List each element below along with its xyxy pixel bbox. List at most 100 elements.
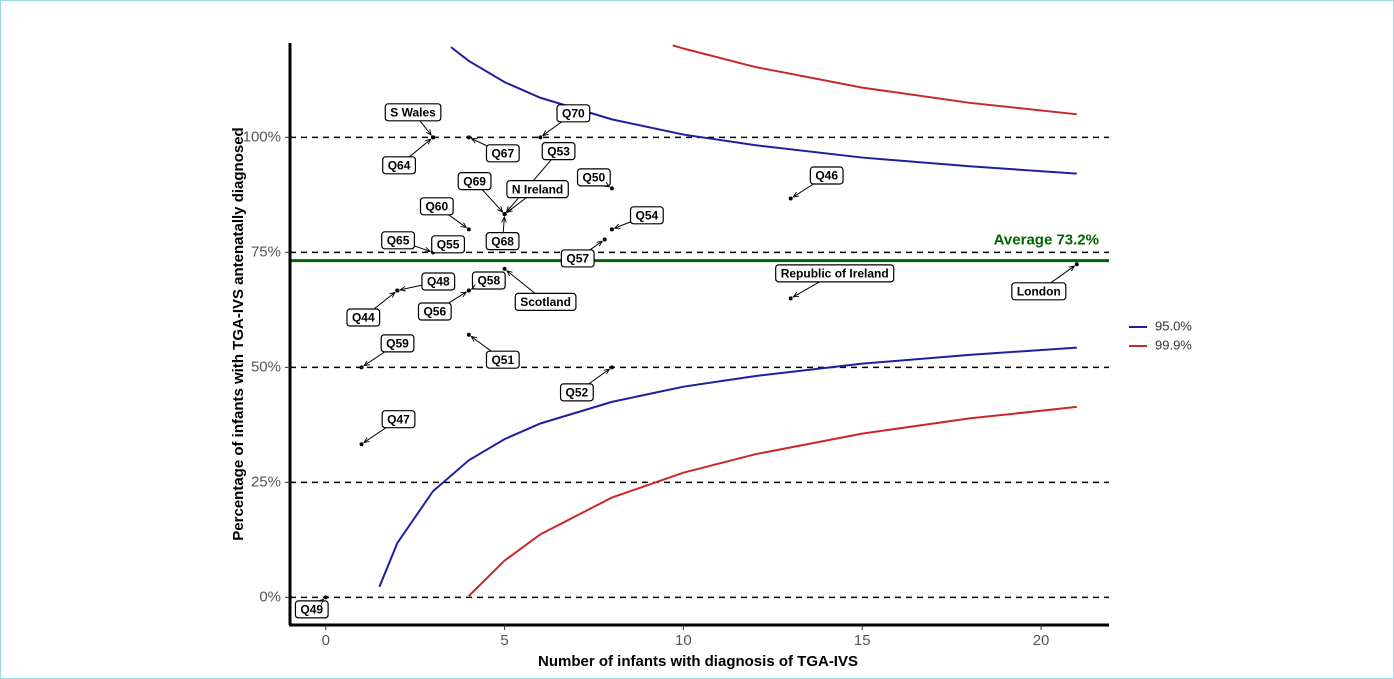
data-point: [466, 227, 471, 232]
data-point: [466, 135, 471, 140]
y-tick-label: 75%: [251, 243, 281, 260]
point-label: Q56: [423, 305, 446, 319]
label-arrow: [414, 245, 430, 251]
label-box: [485, 144, 520, 163]
point-label: Q52: [566, 386, 589, 400]
label-box: [346, 308, 381, 327]
point-label: Q59: [386, 337, 409, 351]
point-label: Q47: [387, 412, 410, 426]
label-arrow: [615, 221, 631, 228]
label-arrow: [419, 120, 431, 135]
label-box: [629, 206, 664, 225]
label-box: [381, 410, 416, 429]
label-box: [419, 197, 454, 216]
point-label: Q68: [491, 234, 514, 248]
point-label: Q51: [491, 353, 514, 367]
data-point: [788, 196, 793, 201]
label-arrow: [373, 292, 395, 310]
average-label: Average 73.2%: [994, 232, 1099, 249]
data-point: [1074, 262, 1079, 267]
funnel-line: [672, 44, 1077, 116]
label-arrow: [364, 427, 387, 443]
point-label: Q65: [387, 234, 410, 248]
data-point: [466, 332, 471, 337]
y-tick-label: 50%: [251, 358, 281, 375]
data-point: [359, 365, 364, 370]
label-arrow: [589, 241, 602, 251]
label-box: [471, 271, 506, 290]
label-box: [485, 350, 520, 369]
label-box: [514, 292, 577, 311]
point-label: London: [1017, 284, 1061, 298]
label-box: [506, 180, 569, 199]
funnel-line: [450, 46, 1077, 175]
funnel-line: [378, 346, 1077, 588]
label-box: [417, 302, 452, 321]
label-arrow: [364, 351, 386, 366]
label-arrow: [448, 292, 467, 304]
point-label: N Ireland: [512, 182, 563, 196]
data-point: [466, 288, 471, 293]
data-point: [609, 186, 614, 191]
point-label: Q67: [491, 146, 514, 160]
label-box: [809, 166, 844, 185]
label-arrow: [793, 281, 820, 297]
label-box: [560, 249, 595, 268]
label-box: [294, 600, 329, 619]
x-tick-label: 20: [1033, 632, 1050, 649]
data-point: [431, 135, 436, 140]
label-box: [382, 156, 417, 175]
label-box: [485, 232, 520, 251]
data-point: [502, 266, 507, 271]
point-label: Q69: [463, 174, 486, 188]
x-axis-title: Number of infants with diagnosis of TGA-…: [538, 653, 858, 670]
data-point: [395, 288, 400, 293]
data-point: [609, 227, 614, 232]
label-box: [457, 172, 492, 191]
point-label: Republic of Ireland: [781, 267, 889, 281]
point-label: Q53: [547, 144, 570, 158]
point-label: Q64: [388, 158, 411, 172]
y-tick-label: 0%: [259, 588, 281, 605]
label-arrow: [543, 121, 562, 136]
label-box: [431, 235, 466, 254]
data-point: [788, 296, 793, 301]
x-tick-label: 15: [854, 632, 871, 649]
legend-label: 99.9%: [1155, 337, 1192, 352]
x-tick-label: 5: [500, 632, 508, 649]
label-arrow: [400, 284, 423, 290]
data-point: [602, 237, 607, 242]
point-label: Q54: [636, 209, 659, 223]
point-label: S Wales: [390, 105, 436, 119]
y-tick-label: 25%: [251, 473, 281, 490]
label-box: [380, 334, 415, 353]
label-arrow: [322, 599, 324, 601]
label-box: [576, 168, 611, 187]
label-arrow: [507, 271, 536, 294]
y-axis-title: Percentage of infants with TGA-IVS anten…: [230, 127, 247, 540]
data-point: [359, 442, 364, 447]
legend-label: 95.0%: [1155, 318, 1192, 333]
label-box: [559, 383, 594, 402]
data-point: [609, 365, 614, 370]
label-box: [1011, 282, 1067, 301]
point-label: Q48: [427, 275, 450, 289]
data-point: [502, 212, 507, 217]
label-arrow: [471, 336, 492, 352]
label-arrow: [448, 214, 467, 228]
label-box: [541, 142, 576, 161]
label-box: [381, 231, 416, 250]
label-arrow: [588, 369, 610, 385]
point-label: Scotland: [520, 295, 571, 309]
funnel-line: [468, 405, 1077, 597]
label-box: [775, 264, 895, 283]
point-label: Q58: [477, 274, 500, 288]
point-label: Q57: [566, 252, 589, 266]
label-box: [384, 103, 442, 122]
label-arrow: [409, 139, 430, 158]
label-arrow: [472, 139, 487, 147]
point-label: Q49: [300, 603, 323, 617]
data-point: [323, 595, 328, 600]
